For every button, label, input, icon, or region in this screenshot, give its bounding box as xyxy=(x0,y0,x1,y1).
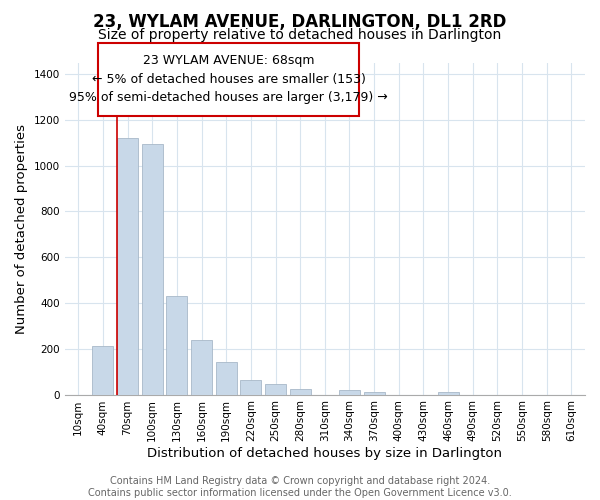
Bar xyxy=(166,296,187,394)
Bar xyxy=(290,389,311,394)
X-axis label: Distribution of detached houses by size in Darlington: Distribution of detached houses by size … xyxy=(148,447,502,460)
Bar xyxy=(117,138,138,394)
Bar xyxy=(364,392,385,394)
Bar xyxy=(216,362,236,394)
Text: 23 WYLAM AVENUE: 68sqm
← 5% of detached houses are smaller (153)
95% of semi-det: 23 WYLAM AVENUE: 68sqm ← 5% of detached … xyxy=(69,54,388,104)
Bar xyxy=(191,340,212,394)
Text: 23, WYLAM AVENUE, DARLINGTON, DL1 2RD: 23, WYLAM AVENUE, DARLINGTON, DL1 2RD xyxy=(94,12,506,30)
FancyBboxPatch shape xyxy=(98,42,359,116)
Bar xyxy=(241,380,262,394)
Bar xyxy=(265,384,286,394)
Bar xyxy=(339,390,360,394)
Bar xyxy=(142,144,163,395)
Text: Contains HM Land Registry data © Crown copyright and database right 2024.
Contai: Contains HM Land Registry data © Crown c… xyxy=(88,476,512,498)
Bar xyxy=(437,392,458,394)
Text: Size of property relative to detached houses in Darlington: Size of property relative to detached ho… xyxy=(98,28,502,42)
Y-axis label: Number of detached properties: Number of detached properties xyxy=(15,124,28,334)
Bar xyxy=(92,346,113,395)
